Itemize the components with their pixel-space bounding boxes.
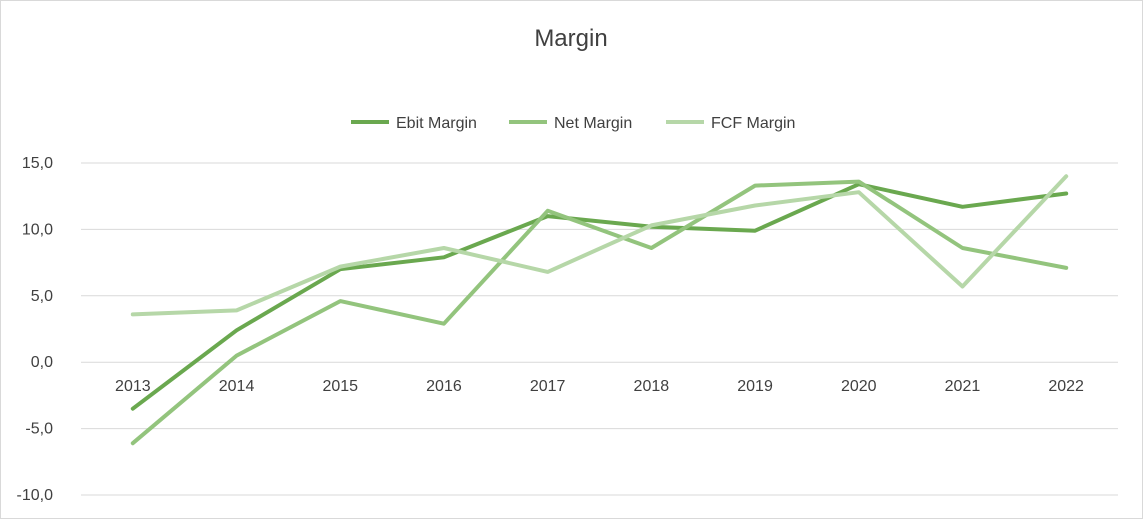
x-tick-label: 2020 xyxy=(841,378,877,395)
x-tick-label: 2018 xyxy=(634,378,670,395)
series-line-fcf-margin xyxy=(130,174,1069,317)
legend-label: Ebit Margin xyxy=(396,115,477,132)
x-tick-label: 2019 xyxy=(737,378,773,395)
x-tick-label: 2022 xyxy=(1048,378,1084,395)
y-tick-label: -5,0 xyxy=(25,421,53,438)
series-lines xyxy=(130,174,1069,446)
x-tick-label: 2013 xyxy=(115,378,151,395)
x-axis-tick-labels: 2013 2014 2015 2016 2017 2018 2019 2020 2021 2022 xyxy=(115,378,1084,395)
legend: Ebit Margin Net Margin FCF Margin xyxy=(351,115,795,132)
y-tick-label: 15,0 xyxy=(22,155,53,172)
x-tick-label: 2021 xyxy=(945,378,981,395)
series-line-net-margin xyxy=(130,179,1069,446)
y-axis-tick-labels: 15,0 10,0 5,0 0,0 -5,0 -10,0 xyxy=(17,155,54,504)
series-line-ebit-margin xyxy=(130,182,1069,411)
x-tick-label: 2017 xyxy=(530,378,566,395)
legend-label: FCF Margin xyxy=(711,115,795,132)
y-tick-label: 10,0 xyxy=(22,221,53,238)
legend-label: Net Margin xyxy=(554,115,632,132)
x-tick-label: 2015 xyxy=(322,378,358,395)
gridlines xyxy=(81,162,1118,496)
y-tick-label: 0,0 xyxy=(31,354,53,371)
chart-title: Margin xyxy=(534,25,607,52)
y-tick-label: -10,0 xyxy=(17,487,54,504)
x-tick-label: 2016 xyxy=(426,378,462,395)
x-tick-label: 2014 xyxy=(219,378,255,395)
y-tick-label: 5,0 xyxy=(31,288,53,305)
